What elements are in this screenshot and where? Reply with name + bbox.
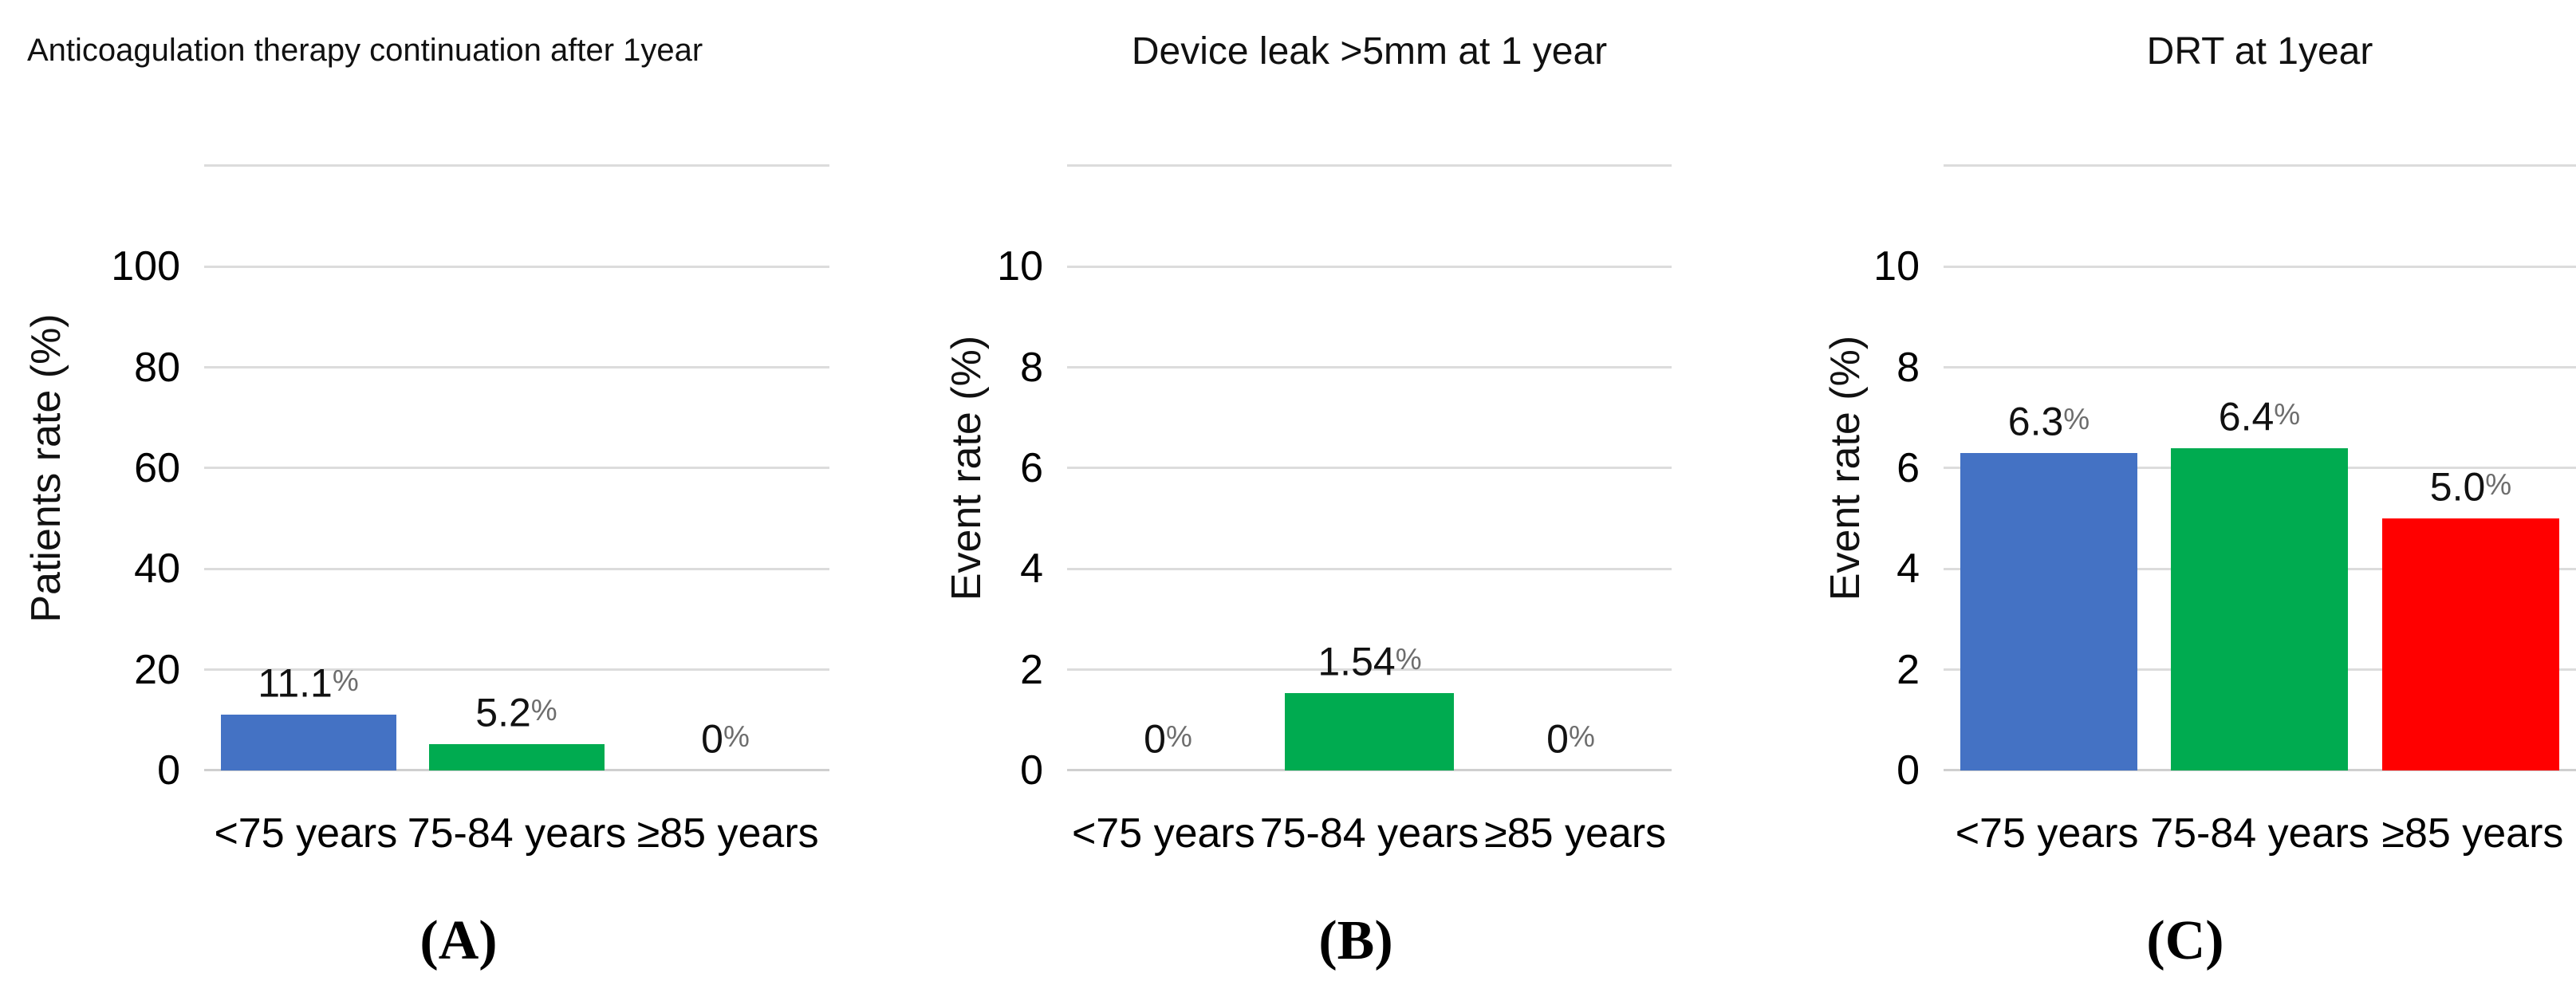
bar-value-label: 5.0%	[2365, 463, 2576, 509]
percent-sign: %	[1395, 642, 1422, 676]
bar-value-number: 5.2	[475, 690, 531, 735]
gridline	[1067, 467, 1672, 469]
gridline	[1067, 668, 1672, 671]
bar-value-label: 0%	[621, 715, 829, 761]
gridline	[204, 668, 829, 671]
chart-title-b: Device leak >5mm at 1 year	[1131, 30, 1608, 73]
gridline	[1067, 366, 1672, 368]
bar-≥85 years	[2382, 518, 2559, 770]
y-tick-label: 10	[997, 243, 1043, 290]
plot-area-b: 0% 1.54% 0%	[1067, 164, 1672, 771]
panel-a: Anticoagulation therapy continuation aft…	[0, 0, 917, 989]
bar-75-84 years	[2171, 448, 2348, 770]
y-tick-label: 6	[1020, 445, 1043, 491]
bar-value-number: 0	[1144, 716, 1166, 761]
bar-value-number: 0	[1546, 716, 1569, 761]
percent-sign: %	[332, 664, 359, 697]
x-tick-label: <75 years	[1955, 810, 2139, 857]
x-tick-label: <75 years	[214, 810, 398, 857]
y-tick-label: 0	[157, 747, 180, 794]
gridline	[1067, 164, 1672, 167]
y-tick-label: 40	[134, 546, 180, 592]
chart-title-a: Anticoagulation therapy continuation aft…	[27, 33, 703, 68]
gridline	[1944, 164, 2576, 167]
bar-value-number: 11.1	[258, 660, 333, 705]
bar-value-number: 0	[701, 716, 723, 761]
x-tick-label: ≥85 years	[636, 810, 819, 857]
panel-caption-c: (C)	[2146, 910, 2224, 971]
plot-area-a: 11.1% 5.2% 0%	[204, 164, 829, 771]
x-axis-labels-c: <75 years 75-84 years ≥85 years	[1944, 809, 2576, 858]
percent-sign: %	[2274, 397, 2301, 431]
bar-75-84 years	[1285, 693, 1454, 770]
bar-value-label: 0%	[1067, 715, 1269, 761]
y-tick-label: 8	[1020, 345, 1043, 391]
x-tick-label: 75-84 years	[407, 810, 627, 857]
percent-sign: %	[723, 719, 750, 753]
gridline	[1944, 366, 2576, 368]
x-tick-label: ≥85 years	[2381, 810, 2564, 857]
gridline	[1067, 266, 1672, 268]
plot-area-c: 6.3% 6.4% 5.0%	[1944, 164, 2576, 771]
x-tick-label: <75 years	[1071, 810, 1255, 857]
gridline	[204, 266, 829, 268]
y-tick-label: 6	[1897, 445, 1920, 491]
bar-value-label: 0%	[1470, 715, 1672, 761]
percent-sign: %	[1568, 719, 1595, 753]
bar-<75 years	[1960, 453, 2137, 770]
x-tick-label: 75-84 years	[2150, 810, 2369, 857]
bar-value-label: 11.1%	[204, 659, 412, 705]
gridline	[1067, 568, 1672, 570]
y-tick-label: 0	[1020, 747, 1043, 794]
y-tick-label: 60	[134, 445, 180, 491]
panel-caption-b: (B)	[1318, 910, 1393, 971]
gridline	[1944, 266, 2576, 268]
panel-c: DRT at 1year Event rate (%) 0 2 4 6 8 10 6.3%…	[1794, 0, 2576, 989]
x-axis-labels-a: <75 years 75-84 years ≥85 years	[204, 809, 829, 858]
x-tick-label: ≥85 years	[1484, 810, 1667, 857]
y-tick-label: 8	[1897, 345, 1920, 391]
bar-value-number: 6.3	[2007, 399, 2064, 443]
percent-sign: %	[1165, 719, 1192, 753]
y-tick-label: 80	[134, 345, 180, 391]
percent-sign: %	[2063, 402, 2090, 435]
gridline	[204, 164, 829, 167]
y-tick-label: 4	[1897, 546, 1920, 592]
y-tick-label: 4	[1020, 546, 1043, 592]
gridline	[204, 366, 829, 368]
x-tick-label: 75-84 years	[1259, 810, 1479, 857]
bar-value-label: 6.4%	[2154, 392, 2365, 439]
y-tick-label: 100	[111, 243, 180, 290]
gridline	[204, 568, 829, 570]
y-tick-label: 2	[1897, 647, 1920, 693]
bar-value-number: 1.54	[1318, 639, 1396, 684]
bar-value-label: 1.54%	[1269, 637, 1471, 684]
bar-value-label: 6.3%	[1944, 397, 2154, 443]
x-axis-labels-b: <75 years 75-84 years ≥85 years	[1067, 809, 1672, 858]
percent-sign: %	[530, 693, 557, 727]
bar-75-84 years	[429, 744, 605, 770]
panel-b: Device leak >5mm at 1 year Event rate (%…	[917, 0, 1794, 989]
y-tick-label: 10	[1873, 243, 1920, 290]
y-tick-label: 2	[1020, 647, 1043, 693]
bar-<75 years	[221, 715, 396, 770]
y-tick-label: 20	[134, 647, 180, 693]
y-tick-label: 0	[1897, 747, 1920, 794]
bar-value-label: 5.2%	[412, 688, 620, 735]
percent-sign: %	[2485, 467, 2512, 501]
bar-value-number: 5.0	[2429, 464, 2486, 509]
chart-title-c: DRT at 1year	[2146, 30, 2373, 73]
gridline	[204, 467, 829, 469]
panel-caption-a: (A)	[419, 910, 498, 971]
bar-value-number: 6.4	[2218, 394, 2275, 439]
